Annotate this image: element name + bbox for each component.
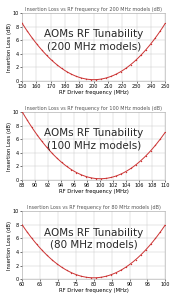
Y-axis label: Insertion Loss (dB): Insertion Loss (dB) <box>7 220 12 270</box>
X-axis label: RF Driver frequency (MHz): RF Driver frequency (MHz) <box>59 90 129 95</box>
X-axis label: RF Driver frequency (MHz): RF Driver frequency (MHz) <box>59 189 129 194</box>
X-axis label: RF Driver frequency (MHz): RF Driver frequency (MHz) <box>59 288 129 293</box>
Text: AOMs RF Tunability
(200 MHz models): AOMs RF Tunability (200 MHz models) <box>44 29 143 51</box>
Text: AOMs RF Tunability
(80 MHz models): AOMs RF Tunability (80 MHz models) <box>44 228 143 249</box>
Title: Insertion Loss vs RF frequency for 200 MHz models (dB): Insertion Loss vs RF frequency for 200 M… <box>25 7 162 12</box>
Text: AOMs RF Tunability
(100 MHz models): AOMs RF Tunability (100 MHz models) <box>44 128 143 150</box>
Title: Insertion Loss vs RF frequency for 80 MHz models (dB): Insertion Loss vs RF frequency for 80 MH… <box>27 205 161 210</box>
Title: Insertion Loss vs RF frequency for 100 MHz models (dB): Insertion Loss vs RF frequency for 100 M… <box>25 106 162 111</box>
Y-axis label: Insertion Loss (dB): Insertion Loss (dB) <box>7 22 12 72</box>
Y-axis label: Insertion Loss (dB): Insertion Loss (dB) <box>7 122 12 171</box>
